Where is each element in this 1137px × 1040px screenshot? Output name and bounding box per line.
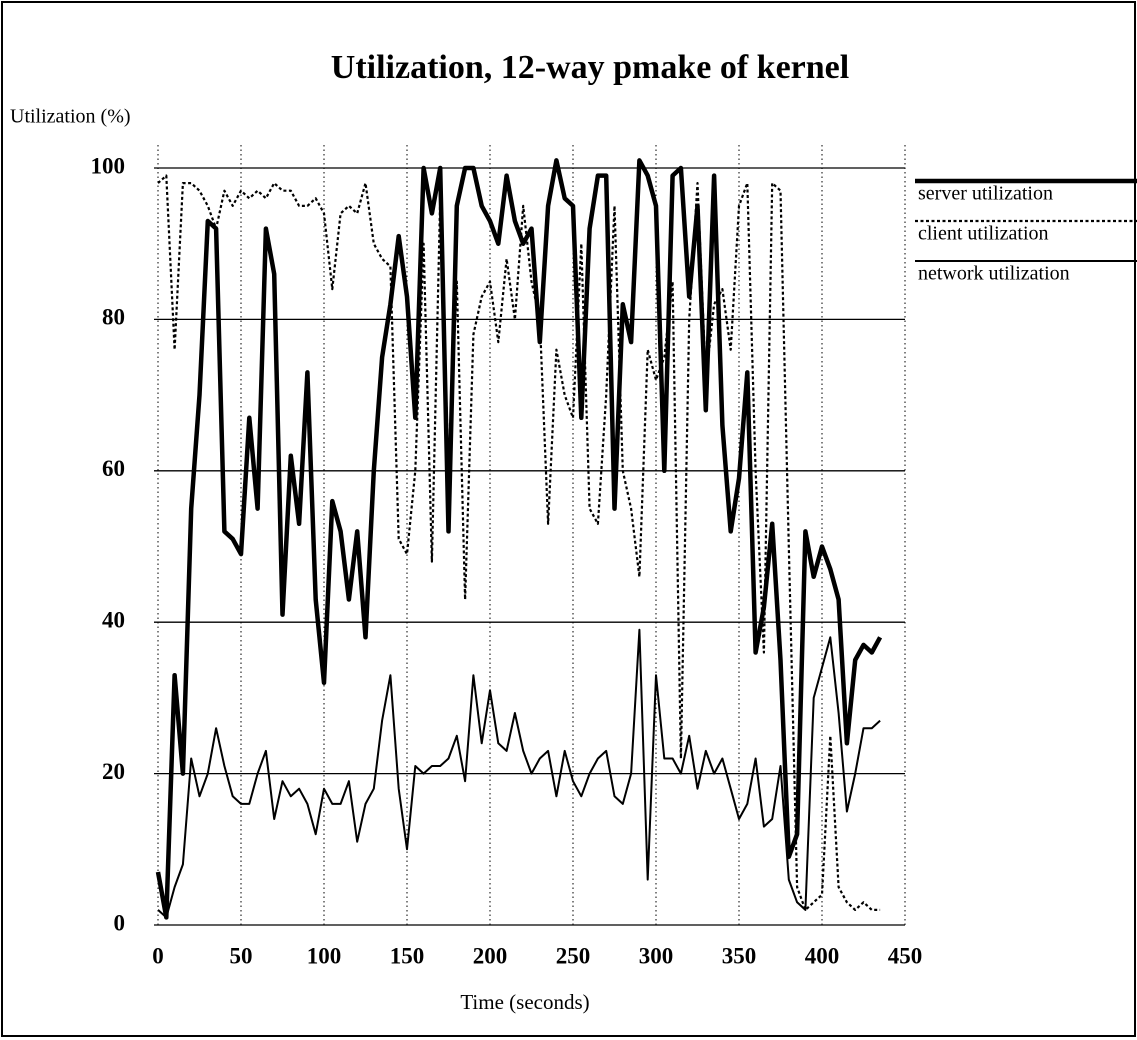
x-axis-label: Time (seconds) (460, 990, 589, 1014)
y-tick-label: 20 (102, 759, 125, 784)
chart-title: Utilization, 12-way pmake of kernel (331, 49, 849, 86)
x-tick-label: 50 (230, 943, 253, 968)
data-line (157, 628, 881, 919)
y-tick-label: 80 (102, 305, 125, 330)
data-line (155, 158, 883, 920)
x-tick-label: 100 (307, 943, 342, 968)
x-tick-label: 250 (556, 943, 591, 968)
x-tick-label: 0 (152, 943, 164, 968)
legend-label: client utilization (918, 223, 1049, 245)
data-line (157, 174, 881, 911)
legend-label: server utilization (918, 183, 1053, 205)
y-tick-label: 40 (102, 607, 125, 632)
x-tick-label: 450 (888, 943, 923, 968)
x-tick-label: 400 (805, 943, 840, 968)
x-tick-label: 300 (639, 943, 674, 968)
x-tick-label: 200 (473, 943, 508, 968)
y-axis-label: Utilization (%) (10, 106, 131, 128)
y-tick-label: 100 (91, 153, 126, 178)
x-tick-label: 350 (722, 943, 757, 968)
legend-label: network utilization (918, 263, 1070, 285)
x-tick-label: 150 (390, 943, 425, 968)
y-tick-label: 0 (114, 910, 126, 935)
y-tick-label: 60 (102, 456, 125, 481)
